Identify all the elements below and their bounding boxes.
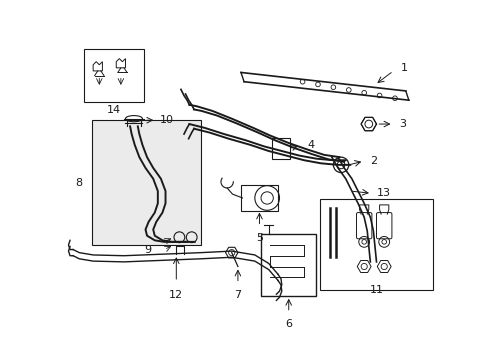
Text: 8: 8 bbox=[76, 178, 82, 188]
Text: 5: 5 bbox=[255, 233, 263, 243]
FancyBboxPatch shape bbox=[271, 138, 290, 159]
Text: 6: 6 bbox=[285, 319, 292, 329]
FancyBboxPatch shape bbox=[84, 49, 143, 102]
Text: 10: 10 bbox=[159, 115, 173, 125]
FancyBboxPatch shape bbox=[241, 185, 277, 211]
FancyBboxPatch shape bbox=[356, 213, 371, 239]
Text: 13: 13 bbox=[376, 188, 390, 198]
FancyBboxPatch shape bbox=[319, 199, 432, 289]
Polygon shape bbox=[225, 247, 238, 258]
Text: 4: 4 bbox=[306, 140, 314, 150]
Text: 3: 3 bbox=[399, 119, 406, 129]
Text: 9: 9 bbox=[144, 244, 151, 255]
Text: 7: 7 bbox=[234, 289, 241, 300]
FancyBboxPatch shape bbox=[376, 213, 391, 239]
Polygon shape bbox=[357, 261, 370, 273]
FancyBboxPatch shape bbox=[261, 234, 316, 296]
Polygon shape bbox=[116, 59, 125, 68]
Text: 2: 2 bbox=[369, 156, 377, 166]
Polygon shape bbox=[93, 62, 102, 71]
Text: 11: 11 bbox=[369, 285, 383, 295]
Polygon shape bbox=[377, 261, 390, 273]
Text: 14: 14 bbox=[107, 105, 121, 115]
FancyBboxPatch shape bbox=[91, 120, 201, 245]
Polygon shape bbox=[360, 117, 376, 131]
Text: 12: 12 bbox=[169, 289, 183, 300]
Text: 1: 1 bbox=[400, 63, 407, 73]
